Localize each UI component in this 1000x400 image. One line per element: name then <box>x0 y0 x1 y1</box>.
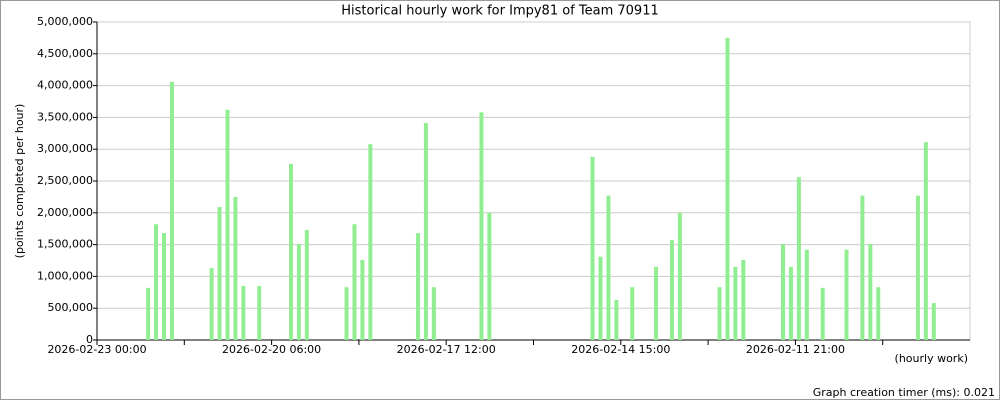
bar <box>431 287 436 340</box>
bar <box>876 287 881 340</box>
x-axis-label: (hourly work) <box>895 352 968 365</box>
bar <box>590 156 595 340</box>
bar <box>915 195 920 340</box>
bar <box>217 207 222 340</box>
bar <box>781 243 786 340</box>
bar <box>360 259 365 340</box>
bar <box>820 287 825 340</box>
bar <box>868 243 873 340</box>
bar <box>654 266 659 340</box>
bar <box>241 285 246 340</box>
bar <box>931 303 936 340</box>
bar <box>677 212 682 340</box>
y-tick-label: 3,500,000 <box>37 110 93 123</box>
bar <box>614 299 619 340</box>
chart-title: Historical hourly work for Impy81 of Tea… <box>341 4 658 19</box>
bar <box>923 142 928 340</box>
bar <box>233 196 238 340</box>
bar <box>717 287 722 340</box>
bar <box>368 144 373 340</box>
bar <box>741 259 746 340</box>
y-tick-label: 2,000,000 <box>37 206 93 219</box>
bar <box>304 229 309 340</box>
y-tick-label: 5,000,000 <box>37 15 93 28</box>
bar <box>479 112 484 340</box>
y-tick-label: 500,000 <box>48 301 94 314</box>
bar <box>669 240 674 340</box>
bar <box>844 249 849 340</box>
bar <box>161 233 166 340</box>
bar <box>804 249 809 340</box>
y-tick-label: 3,000,000 <box>37 142 93 155</box>
y-tick-label: 1,000,000 <box>37 269 93 282</box>
bar <box>796 177 801 340</box>
y-tick-label: 1,500,000 <box>37 238 93 251</box>
y-axis-label: (points completed per hour) <box>13 104 26 259</box>
x-tick-label: 2026-02-17 12:00 <box>397 343 496 356</box>
y-tick-label: 0 <box>86 333 93 346</box>
y-tick-label: 4,000,000 <box>37 79 93 92</box>
x-tick-label: 2026-02-20 06:00 <box>222 343 321 356</box>
bar <box>860 195 865 340</box>
bar <box>225 109 230 340</box>
bar <box>630 287 635 340</box>
bar <box>606 195 611 340</box>
bar <box>788 266 793 340</box>
bar <box>487 212 492 340</box>
bar <box>423 123 428 341</box>
bar <box>209 268 214 340</box>
bar <box>733 266 738 340</box>
bar <box>415 233 420 340</box>
bar <box>725 37 730 341</box>
bar <box>598 256 603 340</box>
x-tick-label: 2026-02-23 00:00 <box>47 343 146 356</box>
bar <box>257 285 262 340</box>
bar <box>169 81 174 340</box>
bar <box>344 287 349 340</box>
x-tick-label: 2026-02-11 21:00 <box>746 343 845 356</box>
bar <box>288 163 293 340</box>
bar <box>296 243 301 340</box>
y-tick-label: 2,500,000 <box>37 174 93 187</box>
bar <box>146 287 151 340</box>
bar <box>352 224 357 340</box>
x-tick-label: 2026-02-14 15:00 <box>571 343 670 356</box>
footer: Graph creation timer (ms): 0.021 <box>813 386 995 399</box>
bar <box>154 224 159 340</box>
y-tick-label: 4,500,000 <box>37 47 93 60</box>
